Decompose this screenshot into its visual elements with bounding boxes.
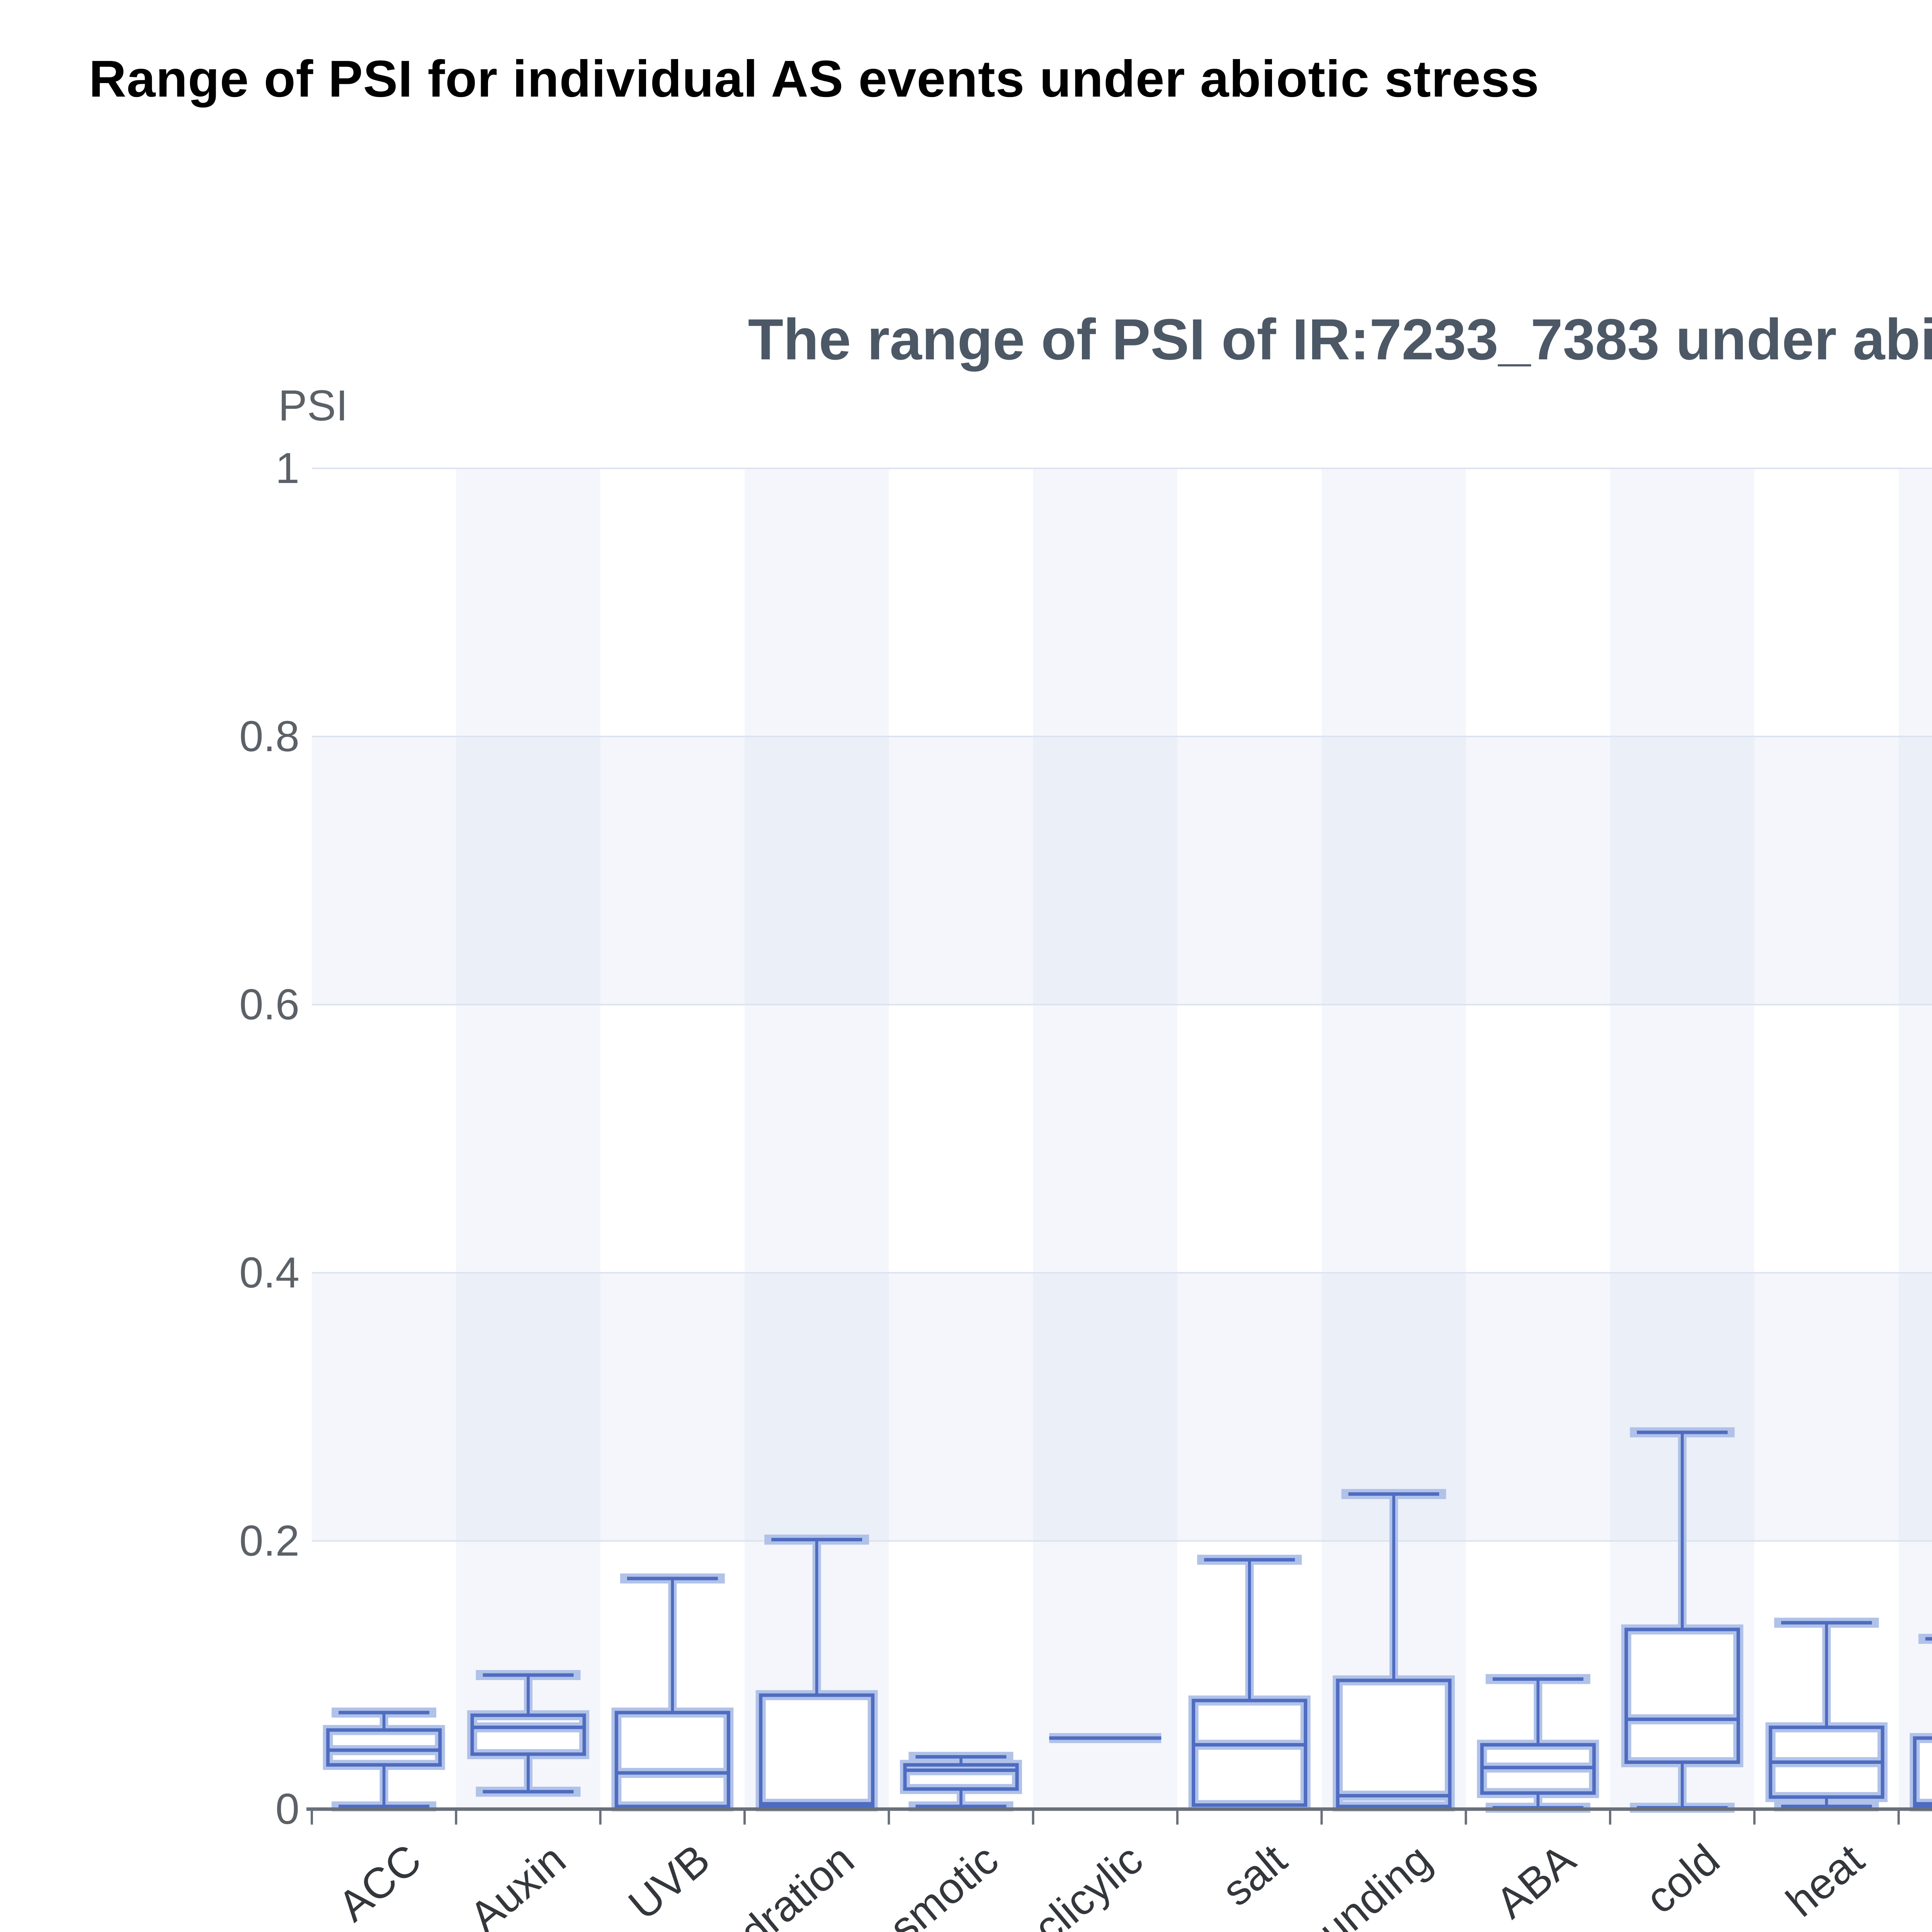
y-tick-label: 1 bbox=[275, 444, 299, 492]
box-outline bbox=[326, 1728, 442, 1767]
box-fill bbox=[760, 1695, 873, 1807]
y-axis-name: PSI bbox=[278, 381, 348, 430]
box-fill bbox=[1338, 1680, 1450, 1807]
y-tick-label: 0.4 bbox=[239, 1248, 299, 1297]
box-outline bbox=[759, 1693, 875, 1808]
y-tick-label: 0.8 bbox=[239, 712, 299, 760]
box-fill bbox=[1193, 1700, 1306, 1805]
x-split-area bbox=[1898, 468, 1932, 1809]
y-split-area bbox=[312, 736, 1932, 1005]
box-outline bbox=[1624, 1628, 1740, 1764]
box-fill bbox=[1626, 1629, 1738, 1762]
x-split-area bbox=[1033, 468, 1177, 1809]
y-tick-label: 0.6 bbox=[239, 980, 299, 1029]
box-fill bbox=[616, 1713, 729, 1807]
page-title: Range of PSI for individual AS events un… bbox=[89, 50, 1539, 108]
y-tick-label: 0.2 bbox=[239, 1517, 299, 1565]
box-outline bbox=[1336, 1679, 1452, 1808]
box-outline bbox=[1192, 1699, 1308, 1807]
y-tick-label: 0 bbox=[275, 1785, 299, 1833]
box-outline bbox=[470, 1713, 586, 1756]
box-fill bbox=[472, 1715, 584, 1754]
box-outline bbox=[903, 1763, 1019, 1791]
chart-title: The range of PSI of IR:7233_7383 under a… bbox=[748, 307, 1932, 372]
y-split-area bbox=[312, 1273, 1932, 1541]
x-split-area bbox=[456, 468, 600, 1809]
box-outline bbox=[614, 1711, 730, 1808]
box-outline bbox=[1913, 1736, 1932, 1808]
